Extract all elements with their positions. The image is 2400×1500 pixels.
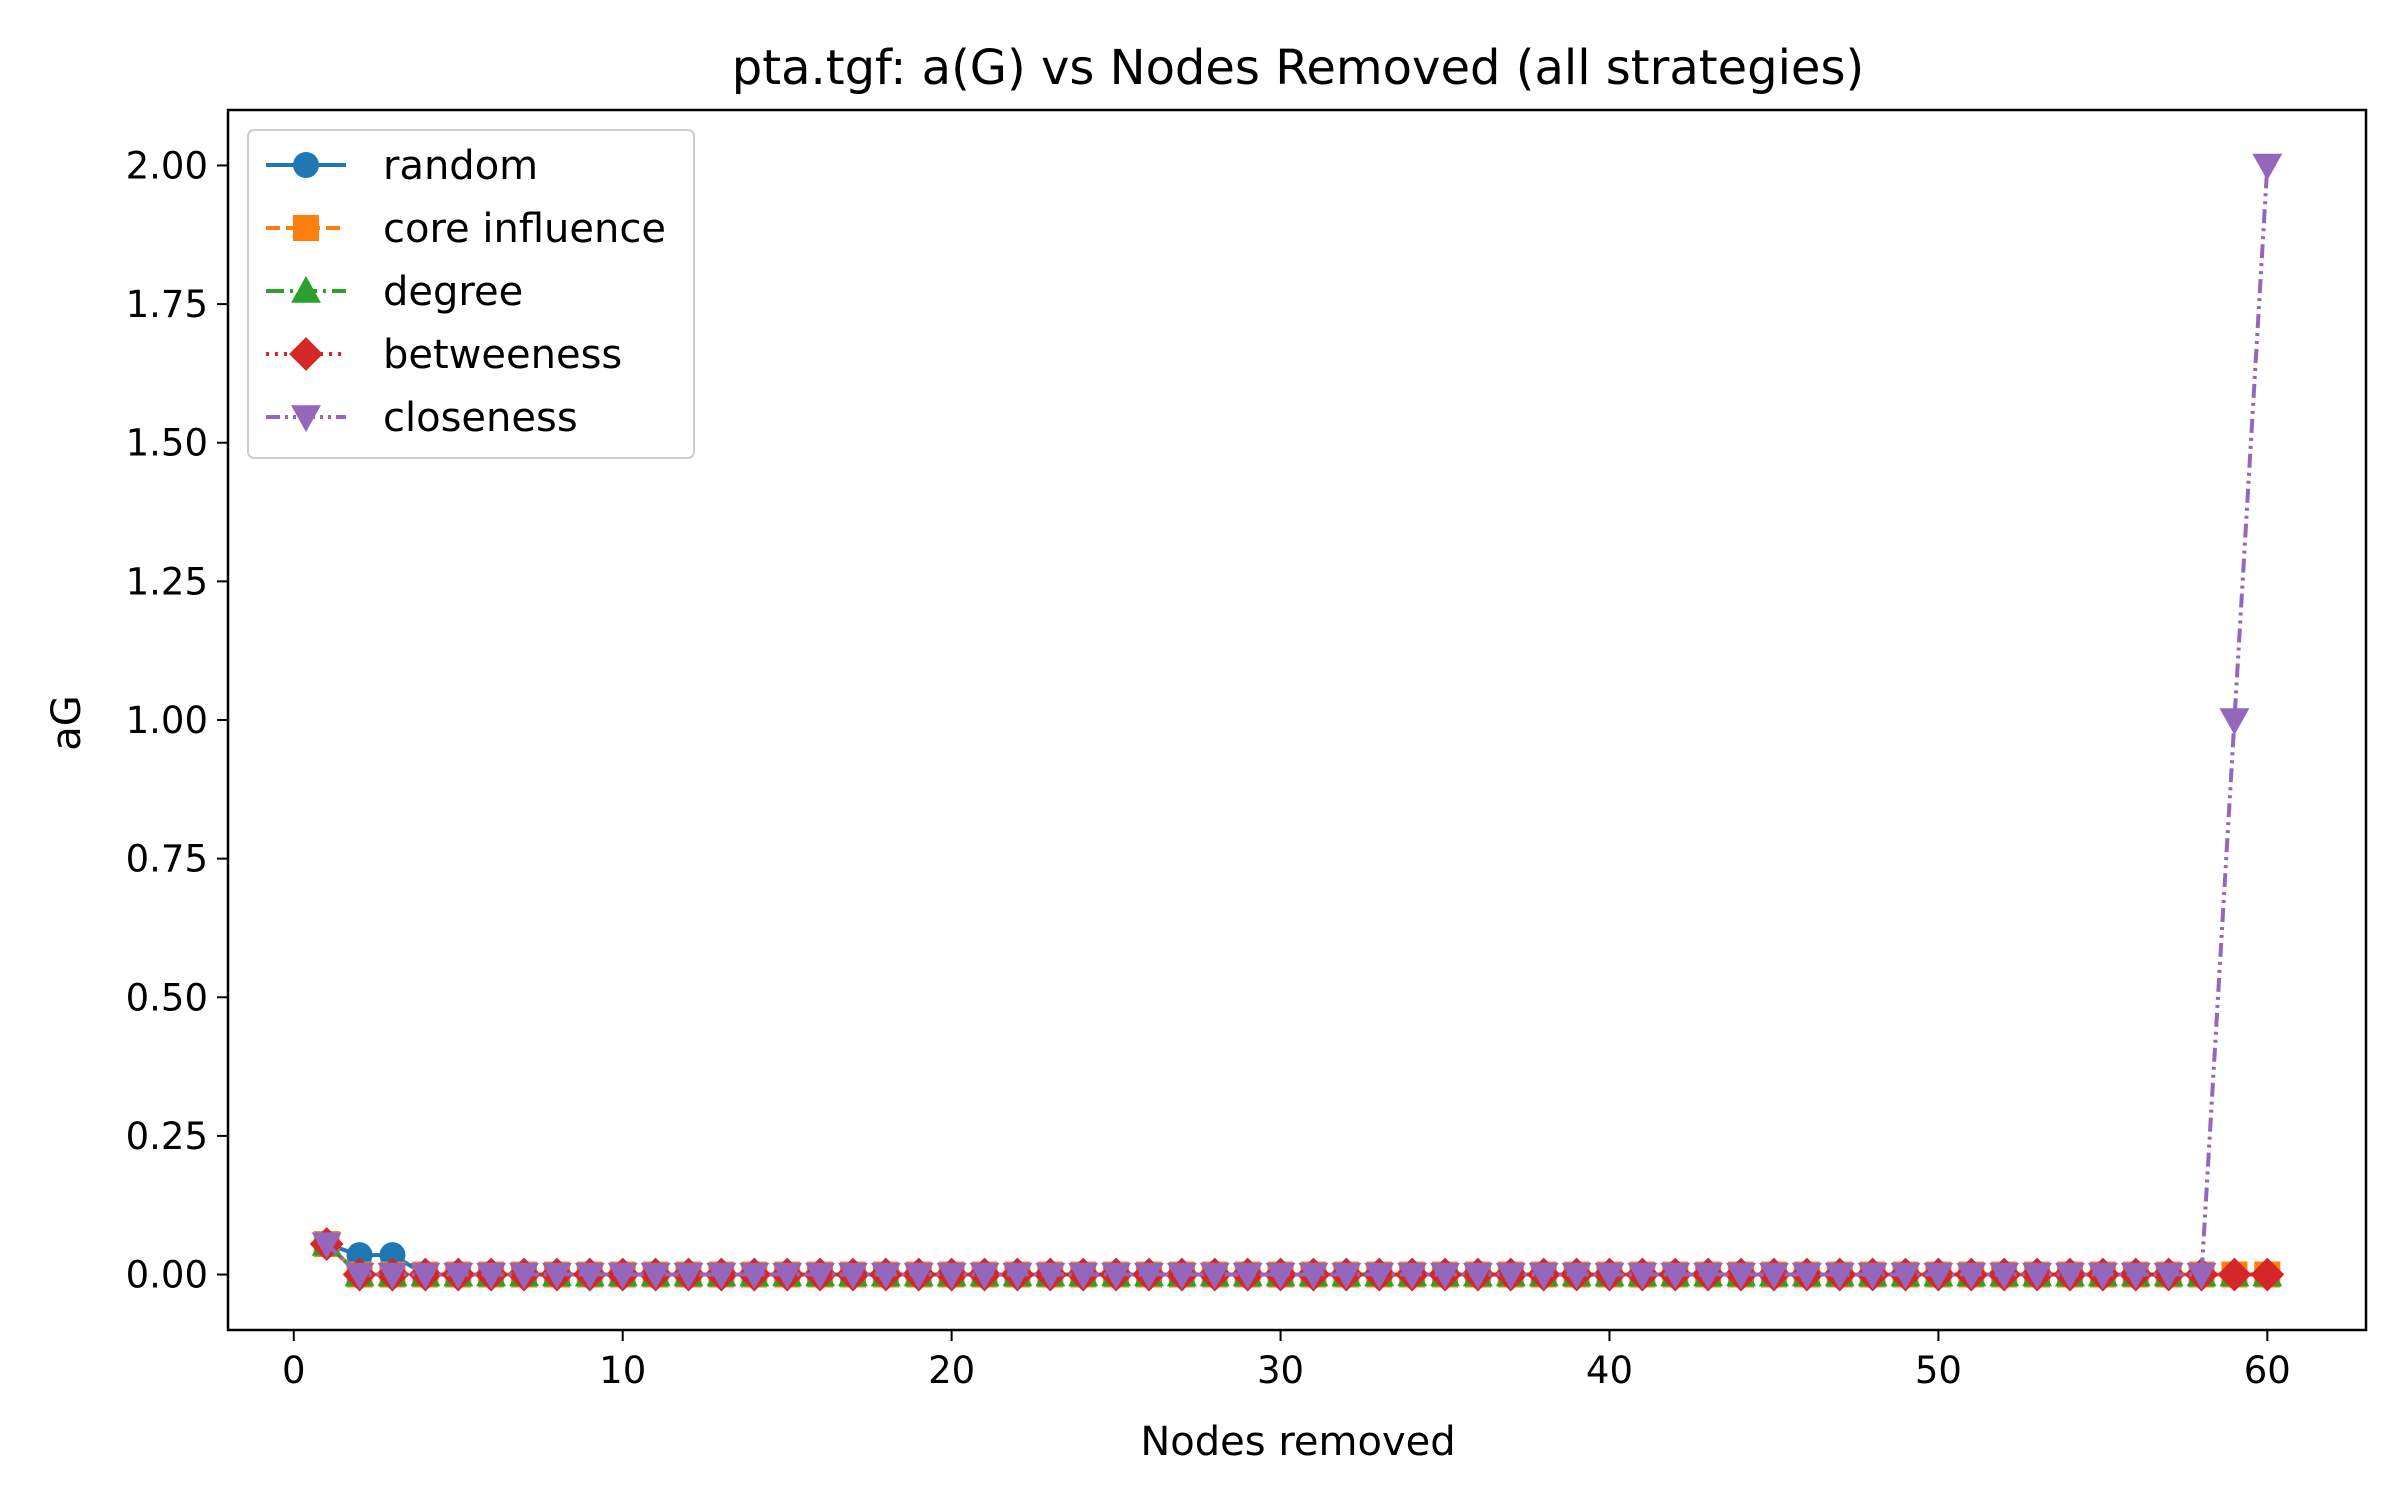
data-point-closeness [870,1262,901,1290]
data-point-closeness [1134,1262,1164,1290]
data-point-closeness [1364,1262,1395,1290]
data-point-closeness [2120,1262,2151,1290]
data-point-closeness [1923,1262,1954,1290]
data-point-closeness [1528,1262,1559,1290]
data-point-closeness [541,1262,572,1290]
x-tick-label: 50 [1915,1349,1962,1392]
data-point-closeness [2055,1262,2085,1290]
data-point-closeness [1298,1262,1329,1290]
data-point-closeness [640,1262,671,1290]
legend-marker-closeness [291,405,321,432]
data-point-closeness [2219,708,2250,735]
data-point-closeness [410,1262,441,1290]
data-point-closeness [1660,1262,1691,1290]
data-point-closeness [772,1262,803,1290]
x-tick-label: 60 [2244,1349,2291,1392]
y-tick-label: 1.50 [126,422,208,465]
x-axis-label: Nodes removed [1140,1419,1455,1465]
y-tick-label: 1.75 [126,283,208,326]
data-point-closeness [1693,1262,1724,1290]
data-point-closeness [1068,1262,1099,1290]
data-point-closeness [443,1262,474,1290]
data-point-closeness [1989,1262,2020,1290]
y-axis: 0.00 0.25 0.50 0.75 1.00 1.25 1.50 1.75 2.00 [126,144,228,1297]
data-point-closeness [1758,1262,1789,1290]
data-point-closeness [2022,1262,2053,1290]
data-point-closeness [936,1262,967,1290]
data-point-closeness [969,1262,1000,1290]
data-point-closeness [1726,1262,1756,1290]
y-tick-label: 1.25 [126,560,208,603]
data-point-closeness [673,1262,704,1290]
data-point-closeness [2186,1262,2217,1290]
data-point-closeness [607,1262,638,1290]
y-tick-label: 2.00 [126,144,208,187]
data-point-closeness [311,1232,342,1259]
data-point-closeness [1462,1262,1493,1290]
data-point-betweeness [2217,1257,2252,1292]
legend-label-degree: degree [383,269,523,315]
x-tick-label: 40 [1586,1349,1633,1392]
legend: random core influence degree betweeness clos… [247,129,695,459]
data-point-closeness [1166,1262,1197,1290]
data-point-closeness [1397,1262,1428,1290]
data-point-closeness [1857,1262,1888,1290]
data-point-closeness [1430,1262,1460,1290]
data-point-closeness [1101,1262,1132,1290]
data-point-closeness [574,1262,605,1290]
data-point-closeness [805,1262,836,1290]
legend-label-betweeness: betweeness [383,332,622,378]
data-point-closeness [476,1262,507,1290]
data-point-closeness [1791,1262,1822,1290]
data-point-closeness [739,1262,770,1290]
legend-marker-betweeness [289,337,323,371]
y-tick-label: 0.75 [126,838,208,881]
data-point-betweeness [2250,1257,2285,1292]
x-tick-label: 30 [1257,1349,1304,1392]
legend-label-random: random [383,143,538,189]
plot-area [226,108,2368,1332]
chart-title: pta.tgf: a(G) vs Nodes Removed (all stra… [732,40,1864,96]
data-point-closeness [1594,1262,1625,1290]
x-tick-label: 10 [599,1349,646,1392]
data-point-closeness [1002,1262,1033,1290]
data-point-closeness [2087,1262,2118,1290]
data-point-closeness [2153,1262,2184,1290]
data-point-closeness [1265,1262,1296,1290]
data-point-closeness [1495,1262,1526,1290]
data-point-closeness [1561,1262,1592,1290]
y-tick-label: 0.00 [126,1254,208,1297]
data-point-closeness [903,1262,934,1290]
data-point-closeness [1956,1262,1987,1290]
data-point-closeness [509,1262,539,1290]
legend-marker-degree [291,276,321,303]
data-point-closeness [706,1262,737,1290]
data-point-closeness [838,1262,868,1290]
x-tick-label: 20 [928,1349,975,1392]
legend-label-core-influence: core influence [383,206,666,252]
data-point-closeness [1035,1262,1066,1290]
data-point-closeness [2252,153,2283,181]
data-point-closeness [344,1262,375,1290]
data-point-closeness [1627,1262,1658,1290]
legend-marker-core-influence [293,215,319,241]
x-axis: 0 10 20 30 40 50 60 [282,1330,2291,1392]
data-point-closeness [1331,1262,1362,1290]
legend-marker-random [293,152,319,178]
data-point-closeness [1890,1262,1921,1290]
data-point-closeness [377,1262,408,1290]
series-closeness [311,153,2283,1290]
y-tick-label: 0.25 [126,1115,208,1158]
data-point-closeness [1824,1262,1855,1290]
legend-box [247,129,695,459]
y-axis-label: aG [44,695,90,751]
data-point-closeness [1232,1262,1263,1290]
y-tick-label: 1.00 [126,699,208,742]
y-tick-label: 0.50 [126,976,208,1019]
data-point-closeness [1199,1262,1230,1290]
legend-label-closeness: closeness [383,395,578,441]
x-tick-label: 0 [282,1349,306,1392]
